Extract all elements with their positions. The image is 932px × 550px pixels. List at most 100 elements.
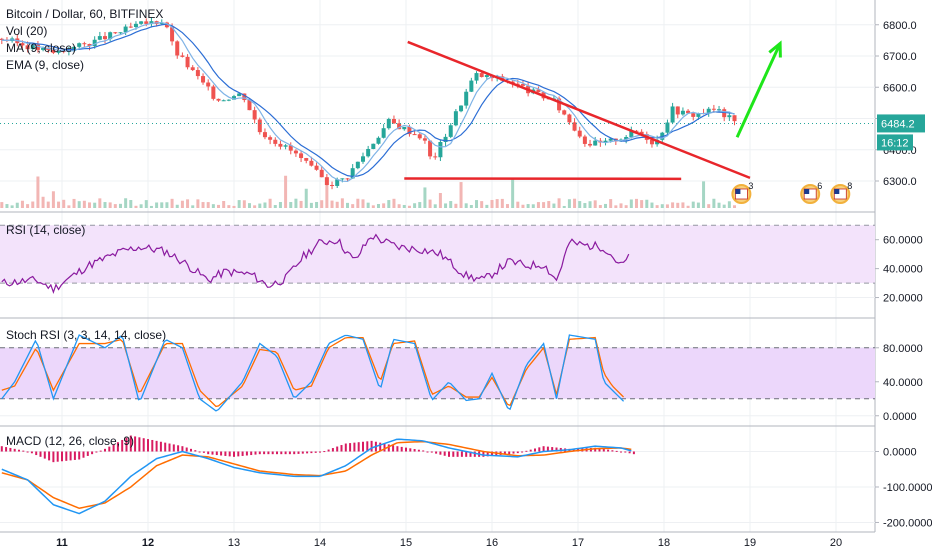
volume-bar	[165, 202, 169, 208]
candle-body	[273, 139, 278, 144]
candle-body	[201, 76, 206, 83]
candle-body	[536, 89, 541, 93]
volume-bar	[196, 199, 200, 208]
rsi-tick-label: 40.0000	[883, 264, 923, 276]
candle-body	[309, 160, 314, 166]
candle-body	[696, 113, 701, 117]
legend-vol[interactable]: Vol (20)	[6, 24, 48, 38]
macd-histogram-bar	[607, 449, 610, 452]
volume-bar	[567, 199, 571, 208]
macd-histogram-bar	[439, 451, 442, 455]
candle-body	[237, 93, 242, 97]
volume-bar	[475, 200, 479, 208]
macd-histogram-bar	[314, 451, 317, 453]
macd-histogram-bar	[69, 451, 72, 461]
macd-histogram-bar	[224, 451, 227, 456]
macd-pane-title[interactable]: MACD (12, 26, close, 9)	[6, 434, 135, 448]
candle-body	[87, 43, 92, 47]
macd-histogram-bar	[116, 442, 119, 452]
macd-histogram-bar	[611, 450, 614, 452]
legend-ema[interactable]: EMA (9, close)	[6, 58, 85, 72]
candle-body	[25, 45, 30, 50]
macd-histogram-bar	[258, 451, 261, 455]
candle-body	[195, 70, 200, 77]
volume-bar	[77, 201, 81, 208]
volume-bar	[242, 200, 246, 208]
candle-body	[350, 168, 355, 179]
volume-bar	[315, 201, 319, 208]
candle-body	[433, 156, 438, 158]
macd-histogram-bar	[142, 438, 145, 452]
last-price-box	[877, 114, 925, 133]
candle-body	[278, 143, 283, 147]
price-pane-title[interactable]: Bitcoin / Dollar, 60, BITFINEX	[6, 7, 164, 21]
macd-histogram-bar	[43, 451, 46, 459]
macd-histogram-bar	[263, 451, 266, 455]
volume-bar	[170, 198, 174, 208]
candle-body	[262, 132, 267, 138]
macd-histogram-bar	[271, 451, 274, 455]
price-tick-label: 6300.0	[883, 176, 917, 188]
candle-body	[319, 169, 324, 178]
candle-body	[335, 179, 340, 186]
volume-bar	[41, 196, 45, 208]
us-flag-canton	[804, 189, 810, 194]
macd-histogram-bar	[370, 440, 373, 452]
legend-ma[interactable]: MA (9, close)	[6, 41, 77, 55]
macd-histogram-bar	[104, 448, 106, 452]
macd-histogram-bar	[18, 449, 20, 452]
macd-histogram-bar	[555, 447, 558, 452]
candle-body	[144, 21, 149, 24]
volume-bar	[547, 201, 551, 208]
volume-bar	[134, 205, 138, 208]
rsi-pane-title[interactable]: RSI (14, close)	[6, 223, 86, 237]
volume-bar	[428, 199, 432, 208]
candle-body	[164, 22, 169, 28]
volume-bar	[490, 199, 494, 208]
macd-histogram-bar	[542, 446, 545, 452]
stoch-pane-title[interactable]: Stoch RSI (3, 3, 14, 14, close)	[6, 328, 167, 342]
volume-bar	[361, 199, 365, 208]
macd-histogram-bar	[594, 447, 597, 452]
candle-body	[634, 130, 639, 132]
candle-body	[293, 150, 298, 154]
price-legend: Bitcoin / Dollar, 60, BITFINEX Vol (20) …	[6, 6, 163, 74]
macd-histogram-bar	[99, 450, 102, 452]
price-tick-label: 6700.0	[883, 51, 917, 63]
macd-histogram-bar	[26, 451, 29, 453]
event-count-label: 8	[847, 181, 852, 191]
volume-bar	[444, 203, 448, 208]
volume-bar	[320, 200, 324, 208]
macd-tick-label: 0.0000	[883, 447, 917, 459]
time-axis-label: 13	[228, 537, 240, 549]
volume-bar	[5, 204, 9, 208]
candle-body	[717, 109, 722, 111]
macd-histogram-bar	[237, 451, 240, 457]
volume-bar	[376, 203, 380, 208]
volume-bar	[696, 202, 700, 208]
macd-histogram-bar	[61, 451, 63, 462]
candle-body	[92, 39, 97, 47]
volume-bar	[351, 204, 355, 208]
rsi-tick-label: 60.0000	[883, 235, 923, 247]
macd-tick-label: -200.0000	[883, 517, 932, 529]
macd-histogram-bar	[177, 445, 180, 452]
macd-histogram-bar	[516, 451, 519, 454]
volume-bar	[392, 198, 396, 208]
volume-bar	[273, 205, 277, 208]
volume-bar	[82, 200, 86, 208]
macd-histogram-bar	[78, 451, 81, 460]
volume-bar	[733, 205, 737, 208]
candle-body	[428, 140, 433, 157]
macd-histogram-bar	[5, 447, 8, 452]
volume-bar	[57, 201, 61, 208]
macd-histogram-bar	[538, 447, 541, 452]
macd-histogram-bar	[125, 437, 128, 452]
macd-histogram-bar	[435, 451, 438, 454]
macd-histogram-bar	[159, 441, 162, 452]
us-flag-canton	[834, 189, 840, 194]
candle-body	[35, 44, 40, 50]
macd-histogram-bar	[297, 451, 300, 454]
volume-bar	[88, 202, 92, 208]
